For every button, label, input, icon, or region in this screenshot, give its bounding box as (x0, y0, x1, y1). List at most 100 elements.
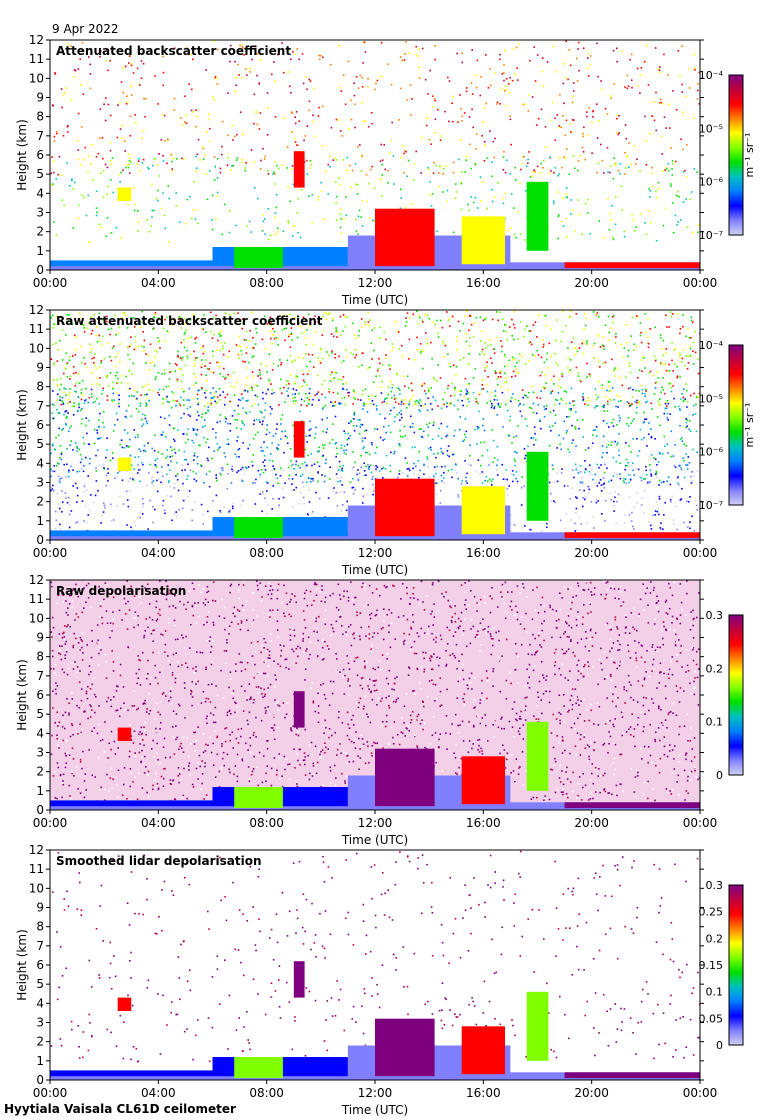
noise-pixel (472, 596, 474, 599)
noise-pixel (457, 399, 459, 402)
noise-pixel (214, 166, 216, 168)
noise-pixel (61, 511, 63, 513)
noise-pixel (252, 482, 254, 484)
noise-pixel (209, 636, 212, 638)
noise-pixel (650, 428, 652, 430)
noise-pixel (680, 498, 683, 500)
noise-pixel (141, 310, 144, 313)
noise-pixel (225, 376, 227, 379)
noise-pixel (100, 226, 103, 228)
noise-pixel (274, 212, 277, 214)
noise-pixel (90, 316, 92, 318)
noise-pixel (261, 338, 264, 341)
noise-pixel (290, 91, 292, 94)
y-tick-label: 3 (36, 476, 44, 490)
noise-pixel (633, 349, 635, 351)
noise-pixel (565, 119, 568, 122)
plot-area (50, 40, 700, 270)
noise-pixel (99, 605, 102, 608)
noise-pixel (679, 356, 681, 359)
noise-pixel (346, 156, 348, 159)
noise-pixel (258, 369, 261, 371)
noise-pixel (615, 333, 617, 335)
noise-pixel (296, 212, 299, 214)
noise-pixel (136, 472, 139, 474)
noise-pixel (598, 120, 600, 122)
noise-pixel (689, 337, 692, 339)
noise-pixel (517, 338, 519, 340)
noise-pixel (431, 438, 434, 441)
noise-pixel (166, 494, 168, 497)
noise-pixel (171, 726, 174, 728)
noise-pixel (80, 345, 82, 348)
noise-pixel (181, 664, 183, 666)
noise-pixel (612, 238, 615, 241)
noise-pixel (66, 463, 68, 466)
noise-pixel (304, 135, 307, 137)
noise-pixel (467, 398, 469, 400)
noise-pixel (621, 50, 623, 52)
noise-pixel (687, 355, 690, 358)
x-tick-label: 00:00 (33, 546, 68, 560)
noise-pixel (80, 163, 82, 166)
noise-pixel (147, 472, 150, 474)
noise-pixel (517, 425, 519, 427)
noise-pixel (100, 522, 102, 524)
noise-pixel (681, 393, 683, 395)
noise-pixel (59, 507, 61, 510)
noise-pixel (459, 416, 462, 418)
noise-pixel (529, 341, 532, 343)
noise-pixel (130, 64, 133, 67)
noise-pixel (346, 500, 348, 503)
noise-pixel (389, 409, 392, 412)
noise-pixel (579, 155, 581, 157)
noise-pixel (273, 337, 276, 340)
noise-pixel (147, 383, 150, 386)
noise-pixel (396, 413, 399, 416)
noise-pixel (259, 371, 261, 374)
noise-pixel (440, 474, 443, 477)
noise-pixel (70, 425, 72, 427)
noise-pixel (117, 402, 120, 405)
noise-pixel (193, 53, 195, 55)
colorbar-tick-label: 10⁻⁵ (699, 122, 723, 135)
noise-pixel (563, 485, 566, 487)
noise-pixel (305, 393, 307, 395)
noise-pixel (345, 355, 348, 358)
noise-pixel (217, 449, 219, 451)
noise-pixel (465, 430, 468, 433)
noise-pixel (433, 421, 435, 424)
noise-pixel (406, 375, 409, 378)
noise-pixel (556, 319, 558, 321)
noise-pixel (440, 319, 442, 322)
noise-pixel (483, 441, 486, 443)
noise-pixel (138, 157, 140, 160)
noise-pixel (61, 782, 63, 784)
colorbar-tick-label: 10⁻⁶ (699, 446, 724, 459)
noise-pixel (664, 363, 666, 366)
noise-pixel (255, 383, 257, 386)
noise-pixel (80, 84, 82, 86)
noise-pixel (112, 381, 114, 384)
noise-pixel (481, 379, 484, 381)
noise-pixel (332, 159, 335, 161)
noise-pixel (182, 374, 184, 376)
noise-pixel (380, 75, 383, 78)
noise-pixel (400, 401, 403, 403)
noise-pixel (475, 316, 478, 319)
noise-pixel (257, 403, 260, 406)
noise-pixel (606, 400, 609, 403)
noise-pixel (378, 357, 380, 360)
noise-pixel (642, 421, 645, 424)
noise-pixel (363, 470, 366, 472)
noise-pixel (640, 477, 642, 479)
noise-pixel (128, 395, 130, 397)
noise-pixel (360, 455, 362, 457)
noise-pixel (320, 181, 322, 184)
noise-pixel (245, 384, 247, 386)
noise-pixel (509, 172, 511, 175)
noise-pixel (85, 387, 87, 390)
noise-pixel (75, 522, 77, 524)
noise-pixel (298, 120, 301, 122)
noise-pixel (185, 329, 187, 331)
